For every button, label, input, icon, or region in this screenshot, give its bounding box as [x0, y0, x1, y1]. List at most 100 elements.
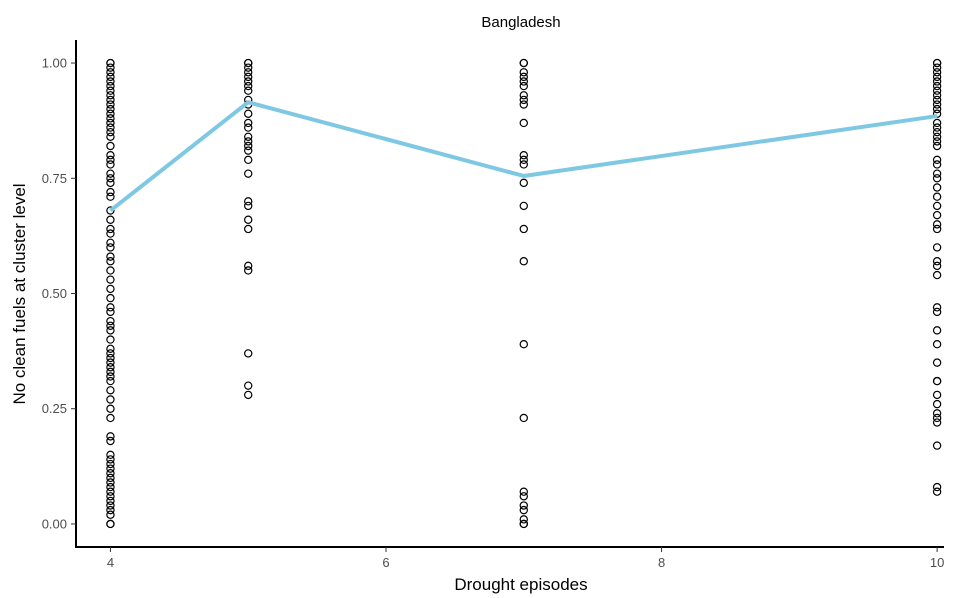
data-point [106, 109, 115, 118]
data-point [932, 210, 942, 220]
data-point [244, 390, 253, 400]
data-point [106, 505, 115, 515]
x-tick-label: 4 [107, 555, 114, 570]
data-point [519, 160, 528, 169]
data-point [106, 335, 115, 344]
data-point [519, 151, 528, 160]
data-point [932, 174, 942, 183]
data-point [519, 72, 528, 82]
data-point [106, 413, 115, 423]
data-point [932, 68, 942, 77]
data-point [106, 257, 115, 266]
data-point [244, 137, 253, 146]
data-point [244, 381, 253, 390]
data-point [244, 109, 253, 118]
data-point [106, 123, 115, 132]
data-point [932, 104, 942, 114]
data-point [106, 192, 115, 201]
data-point [106, 95, 115, 105]
axes-layer: 0.00 0.25 0.50 0.75 1.00 4 6 8 10 [42, 40, 944, 570]
y-tick-label: 0.75 [42, 171, 67, 186]
data-point [932, 399, 942, 409]
data-point [106, 469, 115, 478]
data-point [106, 155, 115, 165]
y-axis-title: No clean fuels at cluster level [10, 183, 29, 404]
x-tick-label: 10 [930, 555, 944, 570]
data-point [106, 344, 115, 354]
data-point [106, 132, 115, 141]
data-point [106, 206, 115, 215]
data-point [519, 100, 528, 109]
data-point [106, 519, 115, 529]
data-point [244, 81, 253, 91]
data-point [106, 349, 115, 358]
data-point [106, 459, 115, 469]
data-point [106, 492, 115, 501]
data-point [106, 376, 115, 386]
data-point [106, 160, 115, 169]
data-point [106, 496, 115, 506]
data-point [106, 464, 115, 473]
data-point [106, 326, 115, 335]
data-point [932, 169, 942, 178]
data-point [932, 409, 942, 418]
data-point [932, 160, 942, 169]
data-point [932, 418, 942, 427]
data-point [106, 114, 115, 123]
data-point [519, 91, 528, 100]
data-point [106, 127, 115, 137]
data-point [244, 141, 253, 151]
data-point [106, 353, 115, 363]
chart-title: Bangladesh [481, 14, 560, 31]
data-point [244, 215, 253, 224]
data-point [932, 487, 942, 496]
data-point [932, 482, 942, 492]
data-point [106, 432, 115, 441]
data-point [932, 137, 942, 146]
data-point [932, 376, 942, 386]
data-point [519, 201, 528, 211]
data-point [932, 183, 942, 192]
data-point [519, 155, 528, 165]
data-point [244, 132, 253, 141]
data-point [932, 390, 942, 400]
data-point [106, 141, 115, 151]
data-point [106, 386, 115, 395]
data-point [932, 118, 942, 128]
data-point [932, 326, 942, 335]
data-point [106, 303, 115, 312]
data-point [932, 224, 942, 234]
data-point [519, 257, 528, 266]
data-point [106, 81, 115, 91]
data-point [106, 450, 115, 460]
data-point [519, 487, 528, 496]
data-point [106, 316, 115, 326]
data-point [106, 510, 115, 519]
data-point [244, 86, 253, 95]
data-point [106, 229, 115, 238]
y-tick-label: 0.00 [42, 516, 67, 531]
data-point [244, 63, 253, 72]
data-point [932, 141, 942, 151]
data-point [244, 261, 253, 271]
data-point [244, 146, 253, 155]
data-point [106, 321, 115, 330]
data-point [106, 363, 115, 372]
data-point [244, 123, 253, 132]
data-point [519, 340, 528, 349]
data-point [106, 501, 115, 510]
data-point [932, 340, 942, 349]
data-point [106, 178, 115, 188]
data-point [932, 358, 942, 367]
y-tick-label: 0.25 [42, 401, 67, 416]
data-point [244, 224, 253, 234]
points-layer [106, 58, 942, 529]
data-point [244, 201, 253, 211]
data-point [932, 155, 942, 165]
data-point [106, 58, 115, 68]
data-point [106, 187, 115, 197]
data-point [244, 197, 253, 206]
data-point [244, 155, 253, 165]
data-point [932, 72, 942, 82]
data-point [106, 118, 115, 128]
